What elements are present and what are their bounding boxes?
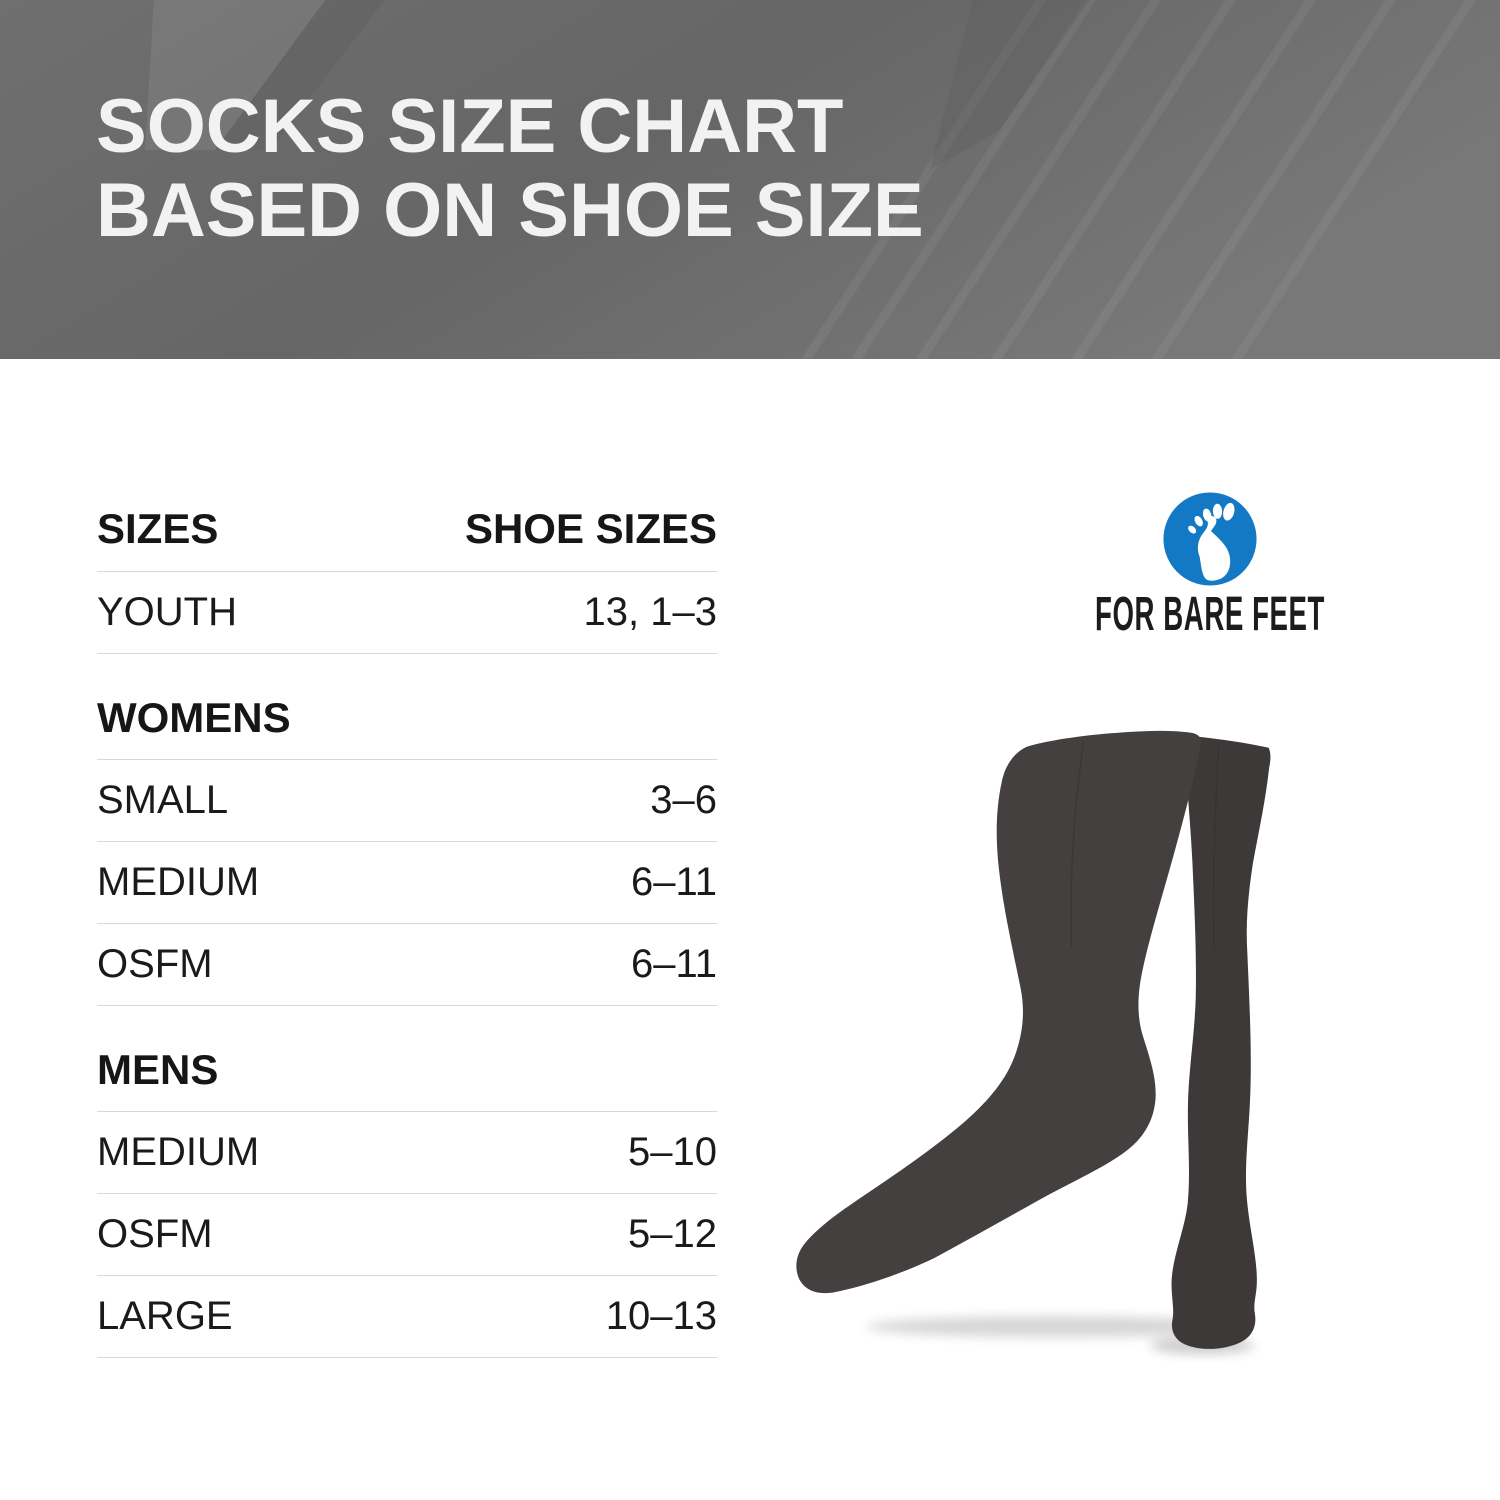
svg-text:FOR BARE FEET: FOR BARE FEET — [1095, 590, 1325, 640]
